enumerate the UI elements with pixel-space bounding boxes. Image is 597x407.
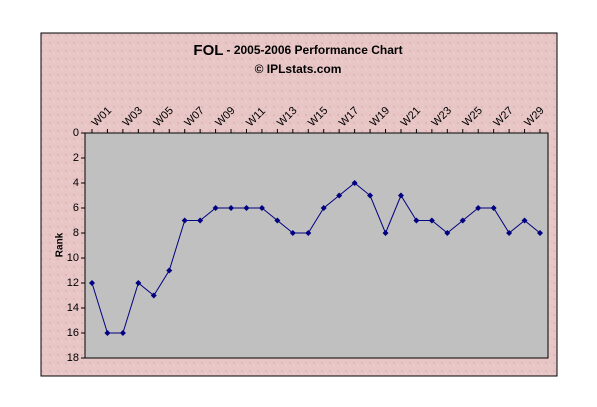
data-point: [320, 205, 327, 211]
y-tick-label: 4: [73, 177, 79, 189]
data-point: [181, 217, 188, 224]
chart-subtitle: © IPLstats.com: [255, 62, 342, 76]
title-suffix: - 2005-2006 Performance Chart: [226, 43, 402, 57]
data-point: [289, 230, 296, 236]
data-point: [243, 205, 250, 211]
data-point: [475, 205, 482, 211]
y-tick-label: 16: [67, 327, 79, 339]
data-point: [367, 192, 374, 199]
data-point: [351, 180, 358, 186]
plot-area: [84, 132, 549, 359]
data-point: [444, 230, 451, 236]
data-point: [258, 205, 265, 211]
y-tick-label: 14: [67, 302, 79, 314]
y-tick-label: 0: [73, 127, 79, 139]
data-point: [305, 230, 312, 236]
data-point: [413, 217, 420, 224]
title-main: FOL: [193, 42, 223, 59]
data-point: [150, 292, 157, 299]
data-point: [428, 217, 435, 224]
data-point: [135, 280, 142, 286]
data-point: [397, 192, 404, 199]
data-point: [459, 217, 466, 224]
data-point: [197, 217, 204, 224]
y-tick-label: 10: [67, 252, 79, 264]
y-tick-label: 6: [73, 202, 79, 214]
data-point: [228, 205, 235, 211]
y-tick-label: 12: [67, 277, 79, 289]
data-point: [166, 267, 173, 274]
y-axis-label: Rank: [55, 232, 66, 257]
data-point: [89, 280, 95, 286]
data-point: [537, 230, 543, 236]
y-tick-label: 18: [67, 352, 79, 364]
data-point: [274, 217, 281, 224]
data-point: [104, 330, 111, 336]
y-tick-label: 8: [73, 227, 79, 239]
data-point: [119, 330, 126, 336]
series-line: [91, 182, 541, 334]
y-tick-label: 2: [73, 152, 79, 164]
data-point: [506, 230, 513, 236]
chart-title: FOL - 2005-2006 Performance Chart: [193, 42, 402, 59]
data-point: [490, 205, 497, 211]
data-point: [212, 205, 219, 211]
data-point: [521, 217, 528, 224]
data-point: [336, 192, 343, 199]
data-point: [382, 230, 389, 236]
